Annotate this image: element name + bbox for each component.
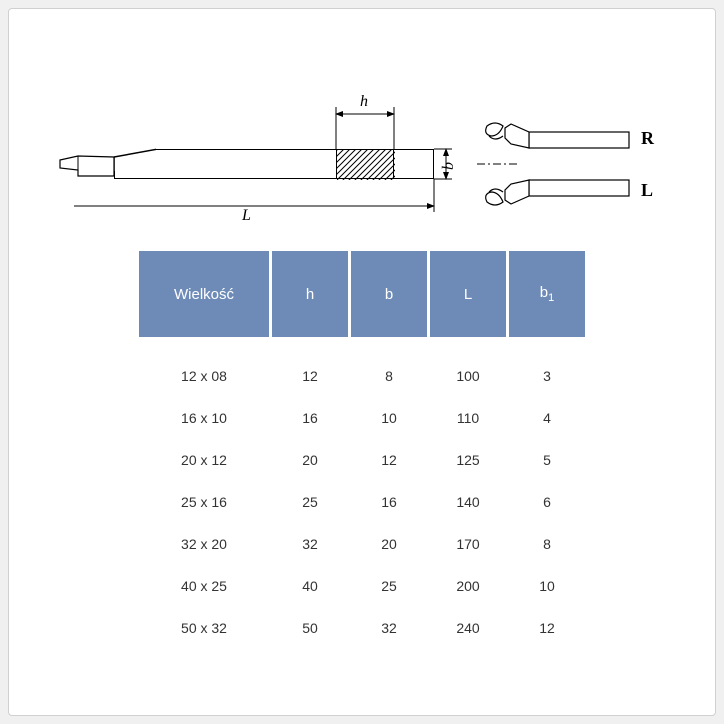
table-cell: 25 [272,494,348,510]
dim-label-L: L [241,207,251,224]
dimensions-table: Wielkość h b L b1 12 x 08128100316 x 101… [139,251,593,649]
table-cell: 20 [351,536,427,552]
table-cell: 10 [509,578,585,594]
col-header-size: Wielkość [139,251,269,337]
table-row: 50 x 32503224012 [139,607,593,649]
variant-l [486,180,629,205]
table-cell: 40 [272,578,348,594]
table-cell: 20 x 12 [139,452,269,468]
table-cell: 32 [351,620,427,636]
dim-label-b: b [440,162,457,170]
table-cell: 16 [351,494,427,510]
table-cell: 170 [430,536,506,552]
table-cell: 16 [272,410,348,426]
table-cell: 25 x 16 [139,494,269,510]
table-cell: 8 [509,536,585,552]
table-cell: 12 [351,452,427,468]
label-L: L [641,180,653,200]
col-header-size-label: Wielkość [174,286,234,303]
col-header-h-label: h [306,286,314,303]
table-cell: 10 [351,410,427,426]
table-cell: 40 x 25 [139,578,269,594]
col-header-b-label: b [385,286,393,303]
table-row: 20 x 1220121255 [139,439,593,481]
technical-diagram: h b L b1 [74,94,654,234]
table-cell: 12 [509,620,585,636]
col-header-L: L [430,251,506,337]
table-cell: 16 x 10 [139,410,269,426]
table-row: 25 x 1625161406 [139,481,593,523]
dim-label-h: h [360,94,368,110]
table-cell: 8 [351,368,427,384]
table-cell: 12 x 08 [139,368,269,384]
col-header-b: b [351,251,427,337]
table-cell: 32 [272,536,348,552]
table-cell: 4 [509,410,585,426]
variant-r [486,123,629,148]
table-cell: 20 [272,452,348,468]
card: h b L b1 [8,8,716,716]
table-cell: 12 [272,368,348,384]
label-R: R [641,128,655,148]
table-cell: 5 [509,452,585,468]
table-row: 40 x 25402520010 [139,565,593,607]
table-row: 12 x 081281003 [139,355,593,397]
table-cell: 140 [430,494,506,510]
table-cell: 6 [509,494,585,510]
table-cell: 240 [430,620,506,636]
table-header-row: Wielkość h b L b1 [139,251,593,337]
table-cell: 200 [430,578,506,594]
table-cell: 50 x 32 [139,620,269,636]
table-cell: 3 [509,368,585,384]
table-row: 32 x 2032201708 [139,523,593,565]
col-header-b1-label: b1 [540,284,554,304]
table-cell: 125 [430,452,506,468]
table-cell: 100 [430,368,506,384]
col-header-h: h [272,251,348,337]
rl-variants: R L [469,114,659,224]
table-row: 16 x 1016101104 [139,397,593,439]
table-cell: 25 [351,578,427,594]
col-header-b1: b1 [509,251,585,337]
table-cell: 50 [272,620,348,636]
table-body: 12 x 08128100316 x 101610110420 x 122012… [139,355,593,649]
col-header-L-label: L [464,286,472,303]
table-cell: 32 x 20 [139,536,269,552]
table-cell: 110 [430,410,506,426]
